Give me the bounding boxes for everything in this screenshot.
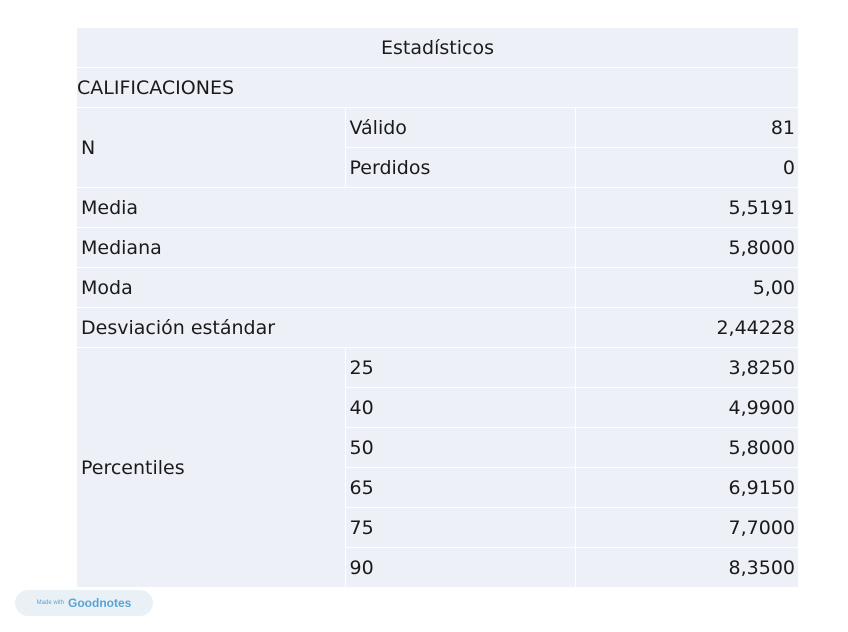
row-label: Desviación estándar: [77, 307, 575, 348]
statistics-table: Estadísticos CALIFICACIONES N Válido 81 …: [77, 28, 799, 588]
row-label: Moda: [77, 267, 575, 308]
table-row: Perdidos 0: [77, 147, 799, 188]
row-value: 5,8000: [574, 227, 799, 268]
table-title-row: Estadísticos: [77, 28, 799, 68]
table-row: N Válido 81: [77, 107, 799, 188]
row-label: 75: [344, 507, 575, 548]
made-with-goodnotes-badge: Made with Goodnotes: [15, 590, 153, 616]
n-label: N: [77, 107, 345, 188]
row-value: 5,5191: [574, 187, 799, 228]
table-row: Media 5,5191: [77, 187, 799, 228]
row-label: Válido: [344, 107, 575, 148]
row-label: 50: [344, 427, 575, 468]
variable-name: CALIFICACIONES: [77, 67, 799, 108]
badge-prefix: Made with: [36, 600, 65, 606]
table-row: 50 5,8000: [77, 427, 799, 468]
table-row: 65 6,9150: [77, 467, 799, 508]
table-title: Estadísticos: [77, 28, 799, 68]
row-label: Media: [77, 187, 575, 228]
row-label: 25: [344, 347, 575, 388]
row-value: 4,9900: [574, 387, 799, 428]
row-value: 2,44228: [574, 307, 799, 348]
row-value: 81: [574, 107, 799, 148]
table-row: Desviación estándar 2,44228: [77, 307, 799, 348]
row-label: 40: [344, 387, 575, 428]
table-row: Percentiles 25 3,8250: [77, 347, 799, 588]
row-value: 0: [574, 147, 799, 188]
table-row: Moda 5,00: [77, 267, 799, 308]
percentiles-label: Percentiles: [77, 347, 345, 588]
row-value: 5,00: [574, 267, 799, 308]
row-value: 7,7000: [574, 507, 799, 548]
row-label: Mediana: [77, 227, 575, 268]
variable-row: CALIFICACIONES: [77, 67, 799, 108]
row-label: 65: [344, 467, 575, 508]
table-row: 75 7,7000: [77, 507, 799, 548]
row-value: 8,3500: [574, 547, 799, 588]
row-value: 6,9150: [574, 467, 799, 508]
table-row: 90 8,3500: [77, 547, 799, 588]
table-row: 40 4,9900: [77, 387, 799, 428]
row-label: 90: [344, 547, 575, 588]
badge-brand: Goodnotes: [68, 596, 132, 610]
row-value: 5,8000: [574, 427, 799, 468]
row-value: 3,8250: [574, 347, 799, 388]
row-label: Perdidos: [344, 147, 575, 188]
table-row: Mediana 5,8000: [77, 227, 799, 268]
